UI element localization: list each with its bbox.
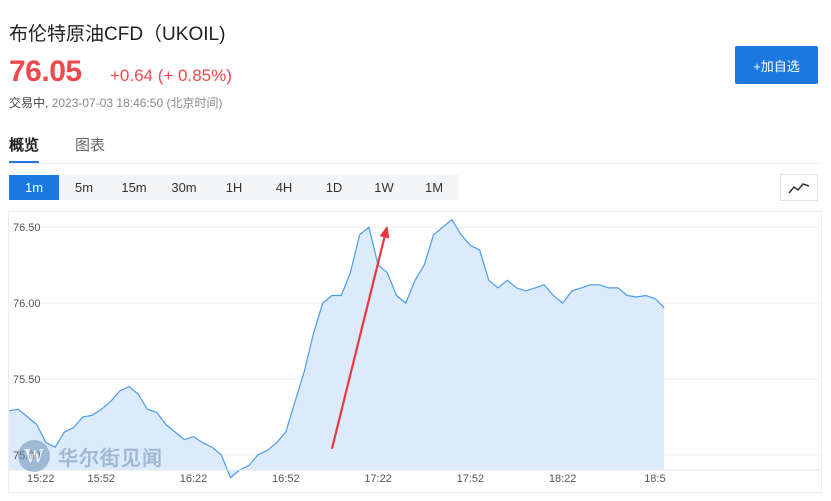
- watermark-logo: W: [18, 440, 50, 472]
- price-change: +0.64 (+ 0.85%): [110, 66, 232, 85]
- x-tick-label: 18:22: [549, 473, 577, 485]
- annotation-arrow-head: [379, 225, 390, 239]
- y-tick-label: 76.00: [13, 298, 41, 310]
- quote-timestamp: 2023-07-03 18:46:50 (北京时间): [51, 96, 223, 110]
- period-1w-button[interactable]: 1W: [359, 175, 409, 200]
- tab-chart[interactable]: 图表: [75, 137, 106, 154]
- y-tick-label: 76.50: [13, 222, 41, 234]
- annotation-arrow-shaft: [330, 237, 386, 450]
- instrument-title: 布伦特原油CFD（UKOIL): [9, 24, 226, 45]
- chart-type-button[interactable]: [780, 174, 818, 201]
- x-tick-label: 17:22: [364, 473, 392, 485]
- watermark: W 华尔街见闻: [18, 440, 163, 472]
- tab-overview[interactable]: 概览: [9, 134, 40, 163]
- x-tick-label: 17:52: [457, 473, 485, 485]
- period-30m-button[interactable]: 30m: [159, 175, 209, 200]
- watermark-text: 华尔街见闻: [58, 445, 163, 470]
- period-1h-button[interactable]: 1H: [209, 175, 259, 200]
- trading-status: 交易中, 2023-07-03 18:46:50 (北京时间): [9, 94, 222, 111]
- period-1d-button[interactable]: 1D: [309, 175, 359, 200]
- period-4h-button[interactable]: 4H: [259, 175, 309, 200]
- x-tick-label: 16:22: [180, 473, 208, 485]
- x-tick-label: 15:52: [88, 473, 116, 485]
- view-tabs: 概览 图表: [9, 134, 821, 164]
- y-tick-label: 75.50: [13, 374, 41, 386]
- add-to-watchlist-button[interactable]: +加自选: [735, 46, 818, 84]
- price-area: [9, 219, 665, 478]
- period-selector: 1m 5m 15m 30m 1H 4H 1D 1W 1M: [9, 175, 459, 200]
- period-1m-button[interactable]: 1m: [9, 175, 59, 200]
- period-1mo-button[interactable]: 1M: [409, 175, 459, 200]
- period-5m-button[interactable]: 5m: [59, 175, 109, 200]
- current-price: 76.05: [9, 55, 82, 88]
- status-label: 交易中,: [9, 96, 49, 110]
- price-line: [8, 218, 665, 479]
- x-tick-label: 16:52: [272, 473, 300, 485]
- x-tick-label: 18:5: [644, 473, 665, 485]
- period-15m-button[interactable]: 15m: [109, 175, 159, 200]
- x-tick-label: 15:22: [27, 473, 55, 485]
- line-chart-icon: [788, 182, 810, 193]
